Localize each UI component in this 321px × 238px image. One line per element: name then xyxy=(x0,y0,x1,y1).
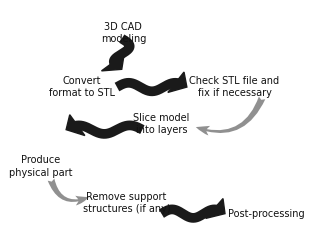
Polygon shape xyxy=(206,198,225,218)
Polygon shape xyxy=(101,54,124,71)
Text: Produce
physical part: Produce physical part xyxy=(9,155,73,178)
Text: 3D CAD
modeling: 3D CAD modeling xyxy=(101,22,146,45)
Text: Convert
format to STL: Convert format to STL xyxy=(49,76,115,98)
FancyArrowPatch shape xyxy=(196,97,265,135)
Polygon shape xyxy=(66,115,85,135)
Text: Remove support
structures (if any): Remove support structures (if any) xyxy=(83,192,170,214)
Polygon shape xyxy=(168,72,187,92)
Text: Slice model
into layers: Slice model into layers xyxy=(133,113,190,135)
Text: Post-processing: Post-processing xyxy=(228,209,305,219)
Text: Check STL file and
fix if necessary: Check STL file and fix if necessary xyxy=(189,76,280,98)
FancyArrowPatch shape xyxy=(48,178,89,205)
